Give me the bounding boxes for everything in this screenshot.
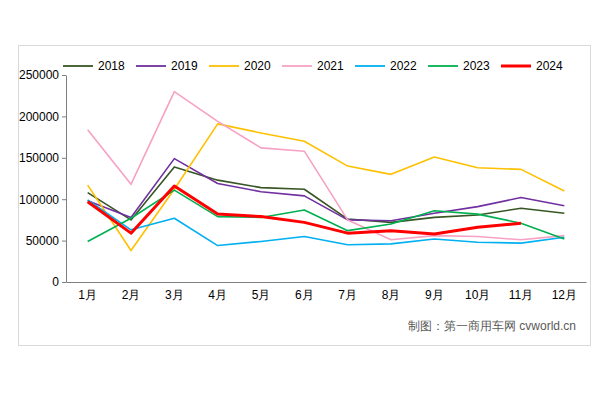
x-tick-label: 11月 [509, 288, 533, 302]
legend-label: 2022 [390, 59, 417, 73]
y-axis: 0 50000 100000 150000 200000 250000 [19, 68, 67, 289]
x-tick: 11月 [509, 282, 533, 302]
frame [19, 46, 591, 346]
y-tick: 50000 [26, 234, 66, 248]
legend-swatch [501, 65, 531, 68]
series-line [88, 190, 565, 241]
x-tick-label: 4月 [208, 288, 227, 302]
x-tick: 6月 [295, 282, 314, 302]
y-tick-label: 200000 [19, 110, 59, 124]
x-tick: 10月 [465, 282, 490, 302]
legend-swatch [355, 65, 385, 67]
caption: 制图：第一商用车网 cvworld.cn [408, 319, 576, 333]
x-tick: 5月 [252, 282, 271, 302]
series-line [88, 167, 565, 222]
x-tick-label: 10月 [465, 288, 490, 302]
legend-item: 2020 [209, 59, 271, 73]
y-tick-mark [62, 116, 66, 117]
legend-label: 2020 [244, 59, 271, 73]
x-tick: 12月 [552, 282, 577, 302]
y-tick-mark [62, 75, 66, 76]
series-line [88, 186, 521, 234]
y-tick: 100000 [19, 193, 66, 207]
x-tick: 7月 [338, 282, 357, 302]
legend-swatch [282, 65, 312, 67]
series-line [88, 124, 565, 251]
series-line [88, 200, 565, 246]
x-tick: 9月 [425, 282, 444, 302]
legend-swatch [63, 65, 93, 67]
x-tick-label: 1月 [78, 288, 97, 302]
y-tick-label: 100000 [19, 193, 59, 207]
y-tick-label: 250000 [19, 68, 59, 82]
legend-item: 2024 [501, 59, 563, 73]
x-tick-label: 5月 [252, 288, 271, 302]
x-tick-label: 2月 [122, 288, 141, 302]
legend-label: 2018 [98, 59, 125, 73]
x-tick: 1月 [78, 282, 97, 302]
background [0, 0, 600, 400]
y-tick: 200000 [19, 110, 66, 124]
legend-swatch [136, 65, 166, 67]
legend-label: 2023 [463, 59, 490, 73]
legend-label: 2021 [317, 59, 344, 73]
legend-item: 2023 [428, 59, 490, 73]
x-axis-line [67, 282, 587, 283]
legend-swatch [428, 65, 458, 67]
legend-label: 2024 [536, 59, 563, 73]
y-tick: 0 [52, 275, 66, 289]
y-tick: 250000 [19, 68, 66, 82]
chart: 0 50000 100000 150000 200000 250000 1月 2月 3月 4月 5月… [0, 0, 600, 400]
y-tick-mark [62, 282, 66, 283]
y-tick: 150000 [19, 151, 66, 165]
y-tick-mark [62, 158, 66, 159]
plot-lines [88, 92, 565, 251]
legend-item: 2021 [282, 59, 344, 73]
legend-label: 2019 [171, 59, 198, 73]
x-tick: 4月 [208, 282, 227, 302]
y-axis-line [66, 76, 67, 283]
x-tick-label: 9月 [425, 288, 444, 302]
x-tick-label: 12月 [552, 288, 577, 302]
x-tick-label: 6月 [295, 288, 314, 302]
legend-item: 2022 [355, 59, 417, 73]
y-tick-label: 150000 [19, 151, 59, 165]
x-axis: 1月 2月 3月 4月 5月 6月 7月 8月 9月 10月 11月 12月 [67, 282, 587, 302]
x-tick: 2月 [122, 282, 141, 302]
legend: 2018 2019 2020 2021 2022 2023 2024 [63, 59, 563, 73]
x-tick: 3月 [165, 282, 184, 302]
x-tick-label: 8月 [382, 288, 401, 302]
x-tick-label: 3月 [165, 288, 184, 302]
x-tick: 8月 [382, 282, 401, 302]
legend-item: 2018 [63, 59, 125, 73]
y-tick-mark [62, 241, 66, 242]
y-tick-mark [62, 199, 66, 200]
legend-item: 2019 [136, 59, 198, 73]
x-tick-label: 7月 [338, 288, 357, 302]
y-tick-label: 0 [52, 275, 59, 289]
legend-swatch [209, 65, 239, 67]
y-tick-label: 50000 [26, 234, 60, 248]
